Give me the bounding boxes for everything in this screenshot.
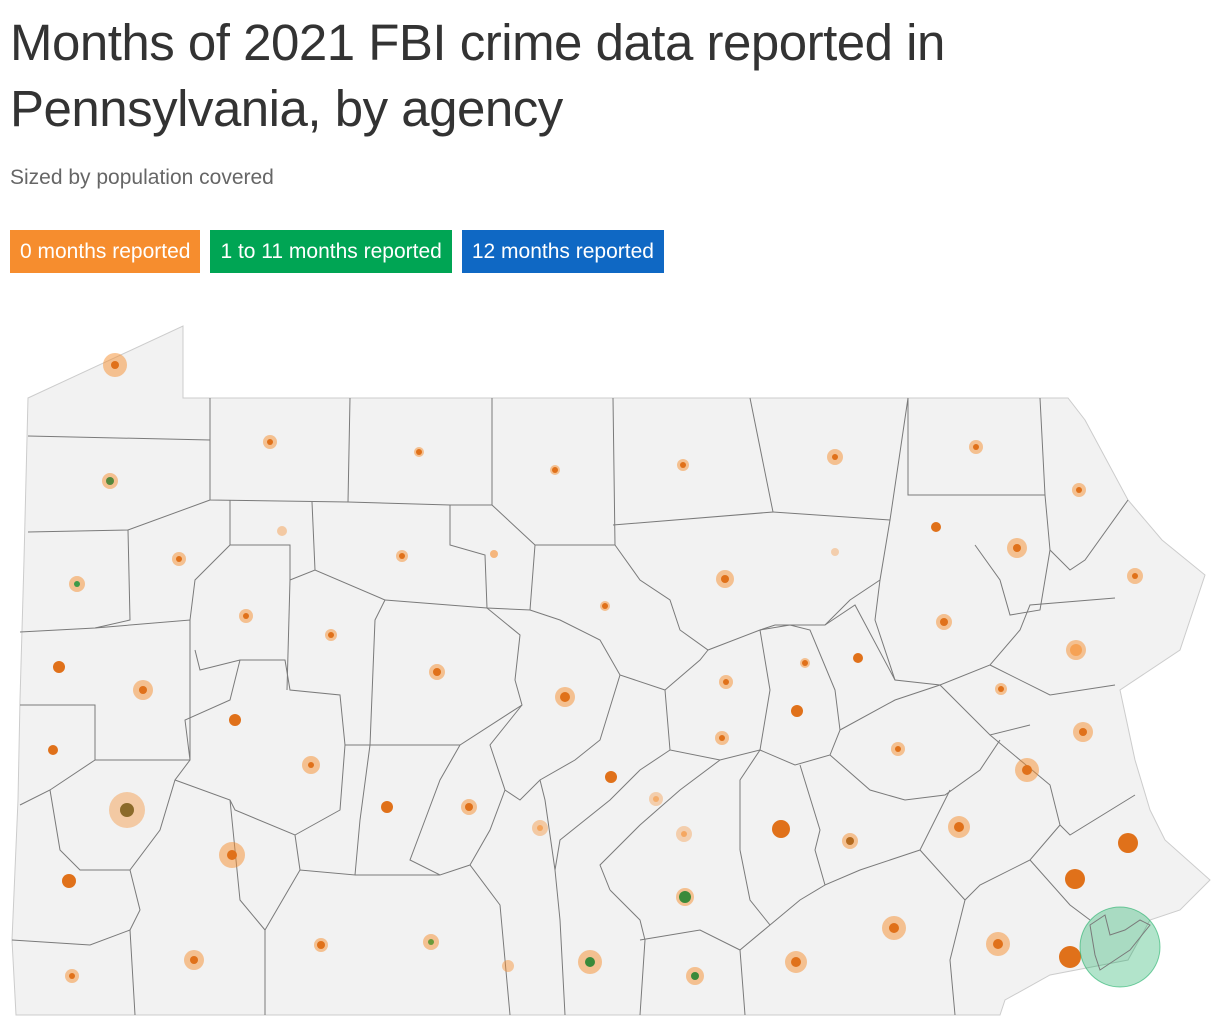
agency-bubble [986, 932, 1010, 956]
agency-bubble [396, 550, 408, 562]
philadelphia-bubble [1079, 906, 1161, 988]
agency-bubble [676, 888, 694, 906]
agency-bubble [229, 714, 241, 726]
agency-bubbles [48, 353, 1161, 988]
agency-bubble [277, 526, 287, 536]
agency-bubble [1007, 538, 1027, 558]
agency-bubble [1127, 568, 1143, 584]
agency-bubble [48, 745, 58, 755]
agency-bubble [649, 792, 663, 806]
legend: 0 months reported 1 to 11 months reporte… [10, 230, 664, 273]
agency-bubble [1015, 758, 1039, 782]
agency-bubble [239, 609, 253, 623]
agency-bubble [891, 742, 905, 756]
agency-bubble [1073, 722, 1093, 742]
agency-bubble [676, 826, 692, 842]
agency-bubble [578, 950, 602, 974]
agency-bubble [184, 950, 204, 970]
agency-bubble [53, 661, 65, 673]
agency-bubble [719, 675, 733, 689]
agency-bubble [716, 570, 734, 588]
map-title: Months of 2021 FBI crime data reported i… [10, 14, 945, 137]
agency-bubble [550, 465, 560, 475]
agency-bubble [1072, 483, 1086, 497]
agency-bubble [302, 756, 320, 774]
agency-bubble [791, 705, 803, 717]
agency-bubble [502, 960, 514, 972]
legend-zero-months: 0 months reported [10, 230, 201, 273]
legend-full-months: 12 months reported [461, 230, 664, 273]
county-borders [11, 397, 1136, 1016]
agency-bubble [219, 842, 245, 868]
agency-bubble [429, 664, 445, 680]
agency-bubble [715, 731, 729, 745]
agency-bubble [69, 576, 85, 592]
agency-bubble [1066, 640, 1086, 660]
agency-bubble [677, 459, 689, 471]
agency-bubble [65, 969, 79, 983]
agency-bubble [1065, 869, 1085, 889]
agency-bubble [102, 473, 118, 489]
legend-partial-months: 1 to 11 months reported [210, 230, 452, 273]
map-subtitle: Sized by population covered [10, 166, 274, 189]
agency-bubble [490, 550, 498, 558]
agency-bubble [461, 799, 477, 815]
agency-bubble [831, 548, 839, 556]
agency-bubble [133, 680, 153, 700]
agency-bubble [969, 440, 983, 454]
agency-bubble [853, 653, 863, 663]
agency-bubble [785, 951, 807, 973]
agency-bubble [600, 601, 610, 611]
agency-bubble [325, 629, 337, 641]
agency-bubble [931, 522, 941, 532]
agency-bubble [109, 792, 145, 828]
agency-bubble [62, 874, 76, 888]
agency-bubble [995, 683, 1007, 695]
agency-bubble [314, 938, 328, 952]
agency-bubble [686, 967, 704, 985]
agency-bubble [414, 447, 424, 457]
agency-bubble [103, 353, 127, 377]
agency-bubble [263, 435, 277, 449]
agency-bubble [605, 771, 617, 783]
agency-bubble [842, 833, 858, 849]
agency-bubble [882, 916, 906, 940]
agency-bubble [772, 820, 790, 838]
agency-bubble [555, 687, 575, 707]
agency-bubble [1118, 833, 1138, 853]
agency-bubble [172, 552, 186, 566]
agency-bubble [423, 934, 439, 950]
agency-bubble [1059, 946, 1081, 968]
agency-bubble [936, 614, 952, 630]
agency-bubble [800, 658, 810, 668]
philadelphia-border [1089, 914, 1151, 971]
pennsylvania-map [11, 325, 1211, 1016]
agency-bubble [827, 449, 843, 465]
state-outline [11, 325, 1211, 1016]
agency-bubble [532, 820, 548, 836]
agency-bubble [381, 801, 393, 813]
agency-bubble [948, 816, 970, 838]
